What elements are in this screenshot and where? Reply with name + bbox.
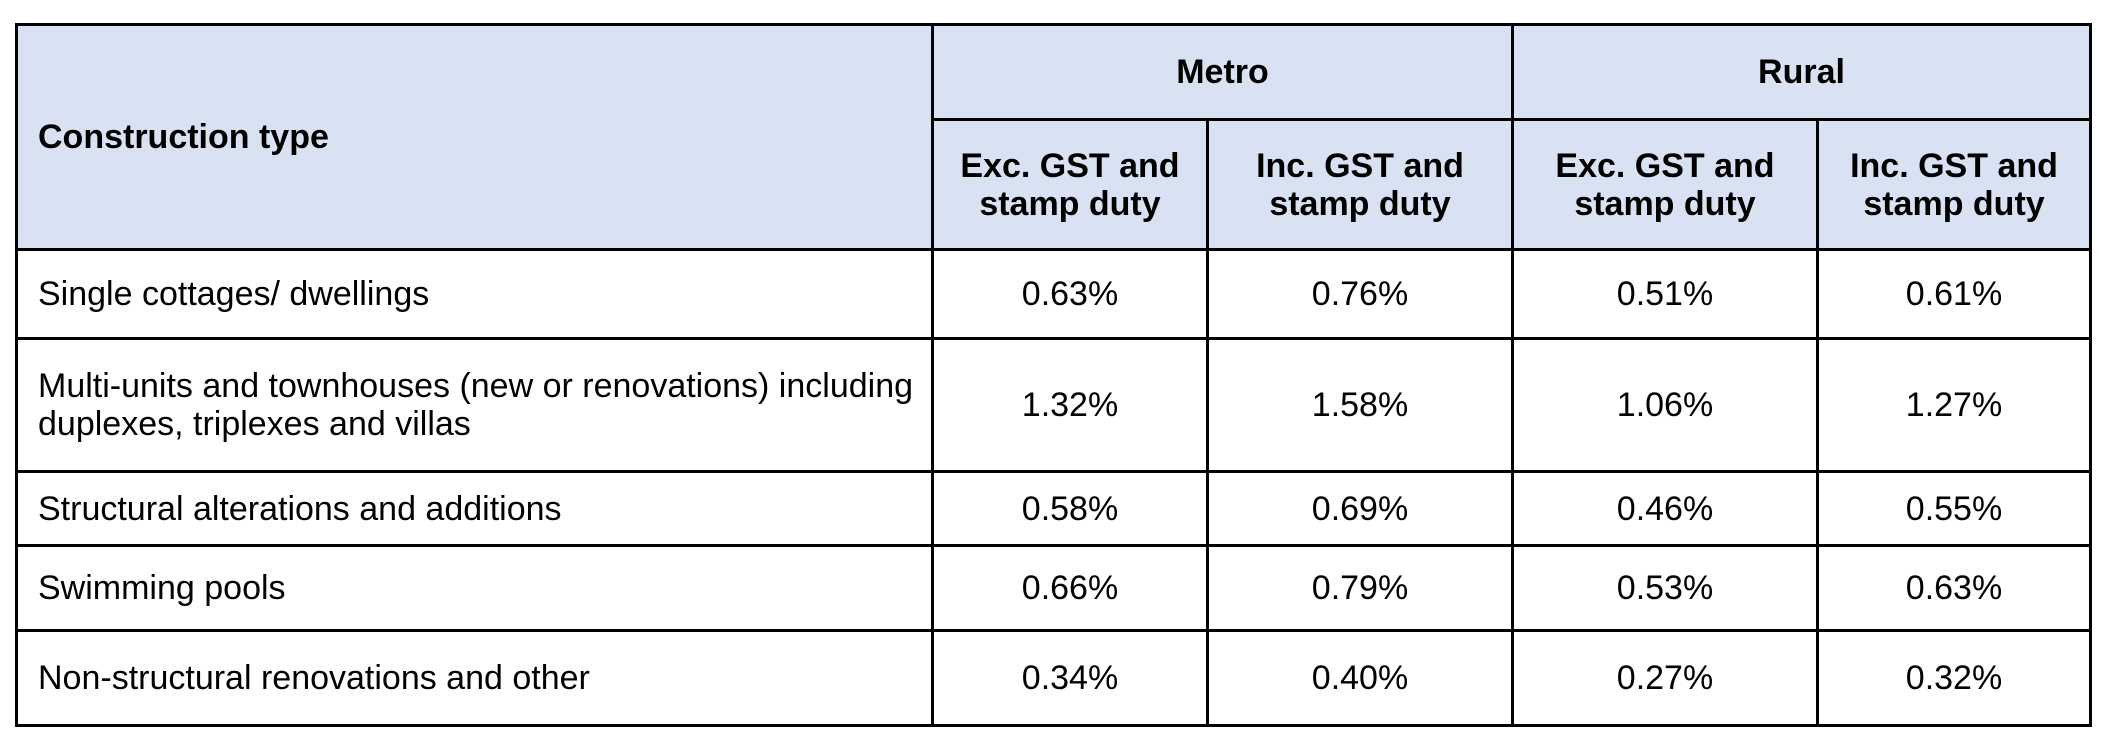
construction-type-cell: Structural alterations and additions (15, 470, 934, 547)
metro-inc-gst-cell: 0.76% (1206, 248, 1514, 340)
rural-inc-gst-cell: 0.32% (1815, 629, 2093, 727)
construction-type-cell: Single cottages/ dwellings (15, 248, 934, 340)
metro-exc-gst-cell: 1.32% (931, 337, 1209, 473)
header-row-subheaders: Exc. GST and stamp duty Inc. GST and sta… (17, 118, 2093, 251)
header-construction-type: Construction type (15, 23, 934, 251)
rural-inc-gst-cell: 0.63% (1815, 544, 2093, 632)
table-row: Multi-units and townhouses (new or renov… (15, 337, 2093, 473)
metro-exc-gst-cell: 0.58% (931, 470, 1209, 547)
metro-inc-gst-cell: 1.58% (1206, 337, 1514, 473)
table-row: Swimming pools 0.66% 0.79% 0.53% 0.63% (15, 544, 2093, 632)
rural-exc-gst-cell: 0.53% (1511, 544, 1819, 632)
header-metro-inc-gst: Inc. GST and stamp duty (1206, 118, 1514, 251)
rural-exc-gst-cell: 1.06% (1511, 337, 1819, 473)
table-row: Single cottages/ dwellings 0.63% 0.76% 0… (15, 248, 2093, 340)
rates-table: Construction type Metro Rural Exc. GST a… (15, 23, 2093, 727)
header-metro-exc-gst: Exc. GST and stamp duty (931, 118, 1209, 251)
metro-exc-gst-cell: 0.66% (931, 544, 1209, 632)
metro-exc-gst-cell: 0.63% (931, 248, 1209, 340)
rates-table-container: Construction type Metro Rural Exc. GST a… (15, 23, 2093, 727)
rural-inc-gst-cell: 0.55% (1815, 470, 2093, 547)
header-rural-exc-gst: Exc. GST and stamp duty (1511, 118, 1819, 251)
construction-type-cell: Multi-units and townhouses (new or renov… (15, 337, 934, 473)
header-group-metro: Metro (931, 23, 1514, 121)
metro-exc-gst-cell: 0.34% (931, 629, 1209, 727)
rural-inc-gst-cell: 0.61% (1815, 248, 2093, 340)
metro-inc-gst-cell: 0.40% (1206, 629, 1514, 727)
header-group-rural: Rural (1510, 23, 2093, 121)
construction-type-cell: Swimming pools (15, 544, 934, 632)
header-row-groups: Construction type Metro Rural (15, 23, 2093, 251)
rural-inc-gst-cell: 1.27% (1815, 337, 2093, 473)
table-row: Structural alterations and additions 0.5… (15, 470, 2093, 547)
metro-inc-gst-cell: 0.69% (1206, 470, 1514, 547)
rural-exc-gst-cell: 0.27% (1511, 629, 1819, 727)
table-row: Non-structural renovations and other 0.3… (15, 629, 2093, 727)
rural-exc-gst-cell: 0.51% (1511, 248, 1819, 340)
construction-type-cell: Non-structural renovations and other (15, 629, 934, 727)
metro-inc-gst-cell: 0.79% (1206, 544, 1514, 632)
rural-exc-gst-cell: 0.46% (1511, 470, 1819, 547)
header-rural-inc-gst: Inc. GST and stamp duty (1815, 118, 2093, 251)
